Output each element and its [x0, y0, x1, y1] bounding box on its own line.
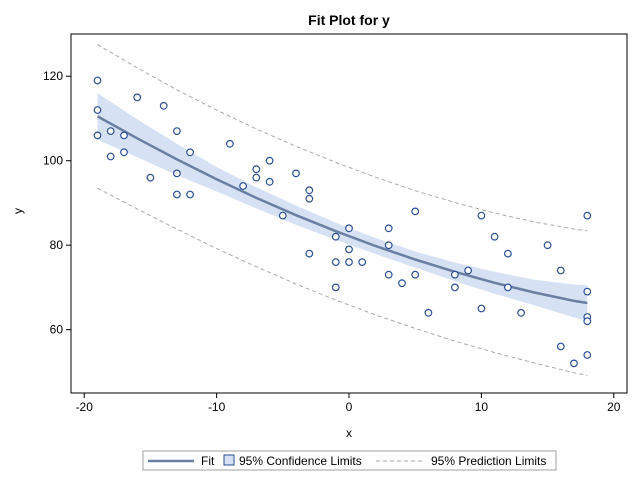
prediction-limit-lower: [97, 187, 588, 376]
data-point: [477, 211, 486, 220]
x-tick-label: 0: [346, 400, 353, 414]
data-point: [172, 169, 181, 178]
confidence-band: [97, 93, 588, 321]
data-point: [583, 211, 592, 220]
data-point: [159, 101, 168, 110]
data-point: [265, 156, 274, 165]
data-point: [504, 283, 512, 292]
x-axis-label: x: [346, 426, 352, 440]
data-point: [93, 76, 102, 85]
data-point: [252, 165, 261, 174]
chart-title: Fit Plot for y: [308, 12, 390, 28]
data-point: [133, 93, 142, 102]
data-point: [305, 249, 314, 258]
data-point: [252, 173, 261, 182]
legend-confidence-swatch: [223, 454, 235, 466]
plot-frame: [70, 33, 628, 394]
data-point: [477, 304, 486, 313]
data-point: [464, 266, 473, 275]
data-point: [556, 342, 565, 351]
data-point: [583, 317, 592, 326]
data-point: [305, 194, 314, 203]
data-point: [543, 241, 552, 250]
data-point: [451, 270, 459, 279]
fit-line: [96, 115, 588, 305]
legend-prediction-label: 95% Prediction Limits: [431, 454, 546, 468]
y-tick-label: 120: [43, 69, 63, 83]
x-tick-label: 10: [475, 400, 489, 414]
data-point: [172, 190, 181, 199]
data-point: [331, 258, 340, 267]
data-point: [265, 177, 274, 186]
data-point: [358, 258, 367, 267]
data-point: [239, 182, 248, 190]
data-point: [517, 308, 525, 317]
y-tick-label: 60: [50, 323, 64, 337]
y-tick-label: 80: [50, 238, 64, 252]
data-point: [146, 173, 155, 182]
legend: Fit 95% Confidence Limits 95% Prediction…: [142, 450, 557, 471]
data-point: [186, 190, 195, 199]
data-point: [504, 249, 512, 258]
data-point: [278, 211, 287, 220]
data-point: [93, 131, 102, 140]
data-point: [331, 232, 340, 241]
data-point: [172, 127, 181, 136]
data-point: [424, 308, 433, 317]
data-point: [106, 127, 115, 136]
data-point: [120, 131, 128, 140]
data-point: [451, 283, 459, 292]
data-point: [490, 232, 499, 241]
data-point: [93, 106, 102, 114]
data-point: [583, 351, 592, 359]
data-point: [384, 224, 393, 233]
plot-area: -20 -10 0 10 20 60 80 100 120: [43, 33, 628, 414]
data-point: [225, 139, 234, 148]
data-point: [570, 359, 578, 368]
data-point: [120, 148, 128, 157]
data-point: [411, 207, 420, 216]
data-point: [345, 224, 353, 233]
data-point: [345, 258, 353, 267]
data-point: [398, 279, 406, 288]
data-point: [305, 186, 314, 195]
data-point: [384, 270, 393, 279]
legend-fit-label: Fit: [201, 454, 215, 468]
data-point: [331, 283, 340, 292]
data-point: [583, 287, 592, 296]
x-tick-label: 20: [607, 400, 621, 414]
x-tick-label: -10: [208, 400, 226, 414]
data-point: [292, 169, 300, 178]
legend-confidence-label: 95% Confidence Limits: [239, 454, 362, 468]
x-tick-label: -20: [76, 400, 94, 414]
data-point: [345, 245, 353, 254]
data-point: [384, 241, 393, 250]
data-point: [186, 148, 195, 157]
y-axis-label: y: [11, 208, 25, 214]
y-tick-label: 100: [43, 154, 63, 168]
data-point: [411, 270, 420, 279]
data-point: [556, 266, 565, 275]
data-point: [106, 152, 115, 161]
legend-frame: [142, 450, 557, 471]
prediction-limit-upper: [97, 44, 588, 232]
